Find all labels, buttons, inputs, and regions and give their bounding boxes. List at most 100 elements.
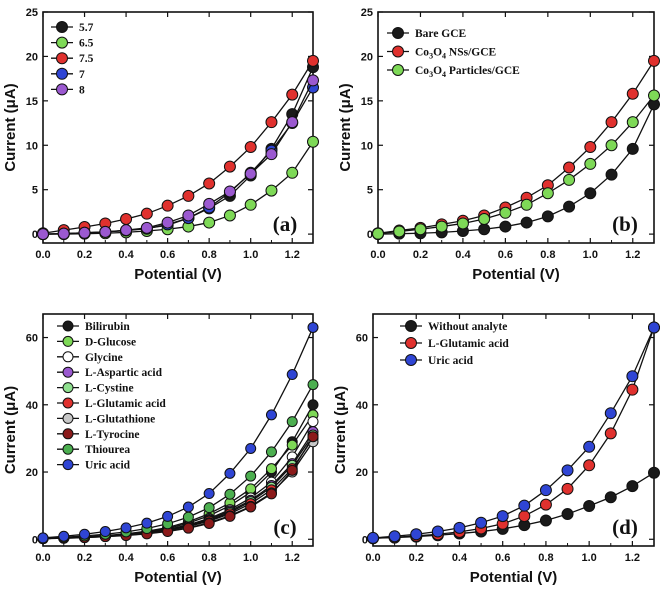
legend-label: Thiourea (85, 444, 130, 456)
y-tick-label: 20 (26, 51, 38, 63)
x-tick-label: 0.6 (498, 249, 513, 261)
legend-label: L-Cystine (85, 383, 134, 395)
data-point (161, 216, 174, 229)
y-tick-label: 10 (361, 140, 373, 152)
data-point (244, 167, 257, 180)
x-tick-label: 0.4 (452, 552, 468, 564)
y-tick-label: 5 (367, 185, 373, 197)
x-tick-label: 0.0 (35, 249, 50, 261)
legend-marker (62, 459, 74, 471)
data-point (203, 502, 215, 514)
data-point (286, 464, 298, 476)
data-point (307, 135, 319, 148)
data-point (626, 87, 639, 100)
legend-marker (56, 36, 68, 49)
chart-panel: 0.0 0.2 0.4 0.6 0.8 1.0 1.2 0 20 40 60 Potential (V… (332, 313, 660, 586)
legend-marker (62, 320, 74, 332)
data-point (224, 467, 236, 479)
y-axis-label: Current (μA) (2, 386, 19, 474)
data-point (286, 116, 299, 129)
x-tick-label: 0.6 (160, 552, 175, 564)
data-point (520, 198, 533, 211)
data-point (120, 213, 133, 226)
y-axis-label: Current (μA) (2, 83, 19, 171)
data-point (37, 228, 49, 241)
x-tick-label: 0.4 (455, 249, 471, 261)
legend-marker (62, 351, 74, 363)
chart-panel: 0.0 0.2 0.4 0.6 0.8 1.0 1.2 0 5 10 15 20 25 Potential… (337, 7, 660, 283)
data-point (561, 464, 574, 477)
legend-label: L-Glutamic acid (85, 398, 166, 410)
data-point (203, 216, 216, 229)
legend-marker (405, 337, 417, 349)
x-tick-label: 0.8 (202, 552, 217, 564)
data-point (518, 499, 531, 512)
data-point (539, 484, 552, 497)
legend-subscript: 4 (442, 70, 446, 79)
legend-marker (392, 45, 404, 58)
x-axis-label: Potential (V) (134, 266, 222, 283)
data-point (265, 409, 277, 421)
data-point (583, 499, 596, 512)
panel-label: (d) (612, 515, 638, 539)
data-point (539, 514, 552, 527)
legend-marker (56, 52, 68, 65)
data-point (584, 187, 597, 200)
panel-label: (b) (612, 212, 638, 236)
data-point (286, 166, 299, 179)
legend-marker (62, 335, 74, 347)
data-point (478, 213, 491, 226)
data-point (307, 379, 319, 391)
x-tick-label: 1.2 (285, 249, 300, 261)
data-point (286, 416, 298, 428)
legend-marker (405, 354, 417, 366)
plot-frame (42, 11, 314, 244)
plot-frame (372, 313, 655, 547)
data-point (58, 530, 70, 542)
legend-marker (62, 397, 74, 409)
legend-label: D-Glucose (85, 336, 136, 348)
chart-panel: 0.0 0.2 0.4 0.6 0.8 1.0 1.2 0 5 10 15 20 25 Potential… (2, 7, 319, 283)
y-tick-label: 20 (26, 467, 38, 479)
data-point (648, 89, 660, 102)
data-point (372, 227, 384, 240)
data-point (203, 197, 216, 210)
legend-label: L-Glutathione (85, 413, 155, 425)
legend-text-part: Particles/GCE (446, 65, 520, 77)
legend-marker (62, 412, 74, 424)
data-point (162, 510, 174, 522)
data-point (286, 439, 298, 451)
legend-marker (62, 382, 74, 394)
data-point (37, 532, 49, 544)
y-tick-label: 40 (26, 400, 38, 412)
y-tick-label: 0 (32, 534, 38, 546)
legend-label: Without analyte (428, 321, 507, 333)
legend-label: L-Tyrocine (85, 429, 140, 441)
data-point (286, 369, 298, 381)
legend-label: 7 (79, 69, 85, 81)
data-point (203, 488, 215, 500)
legend-label: Uric acid (428, 355, 474, 367)
data-point (120, 522, 132, 534)
data-point (604, 427, 617, 440)
data-point (245, 501, 257, 513)
data-point (223, 160, 236, 173)
legend-label: Uric acid (85, 460, 131, 472)
data-point (414, 223, 427, 236)
legend-label: Bilirubin (85, 321, 130, 333)
data-point (431, 525, 444, 538)
data-point (99, 526, 111, 538)
legend-text-part: Co (415, 47, 429, 59)
data-point (541, 210, 554, 223)
data-point (367, 531, 379, 544)
x-tick-label: 0.2 (77, 249, 92, 261)
panel-label: (a) (273, 212, 298, 236)
data-point (584, 141, 597, 154)
data-point (583, 440, 596, 453)
y-tick-label: 10 (26, 140, 38, 152)
legend-label: 8 (79, 84, 85, 96)
data-point (245, 442, 257, 454)
x-tick-label: 0.8 (540, 249, 555, 261)
x-tick-label: 0.0 (370, 249, 385, 261)
